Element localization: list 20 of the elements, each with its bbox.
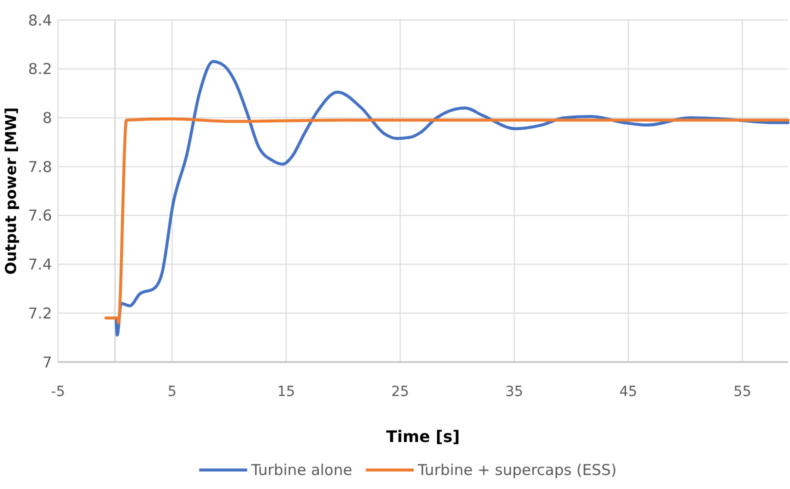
x-tick-label: 45 xyxy=(619,384,638,400)
x-axis-title: Time [s] xyxy=(386,427,460,446)
legend-label: Turbine alone xyxy=(250,461,352,479)
y-tick-label: 7.2 xyxy=(28,304,52,322)
y-tick-label: 7.4 xyxy=(28,256,52,274)
y-tick-label: 7 xyxy=(42,353,52,372)
x-tick-label: 55 xyxy=(733,384,752,400)
x-tick-label: 35 xyxy=(505,384,524,400)
x-tick-label: -5 xyxy=(51,384,65,400)
y-tick-label: 8.4 xyxy=(28,11,52,30)
y-tick-label: 7.6 xyxy=(28,206,52,225)
x-tick-label: 5 xyxy=(168,384,177,400)
y-tick-label: 7.8 xyxy=(28,158,52,176)
legend-label: Turbine + supercaps (ESS) xyxy=(416,461,617,479)
y-tick-label: 8 xyxy=(42,108,52,127)
x-tick-label: 25 xyxy=(391,384,410,400)
y-tick-label: 8.2 xyxy=(28,60,52,78)
line-series xyxy=(104,117,790,324)
y-axis-title: Output power [MW] xyxy=(2,107,20,275)
x-tick-label: 15 xyxy=(277,384,296,400)
